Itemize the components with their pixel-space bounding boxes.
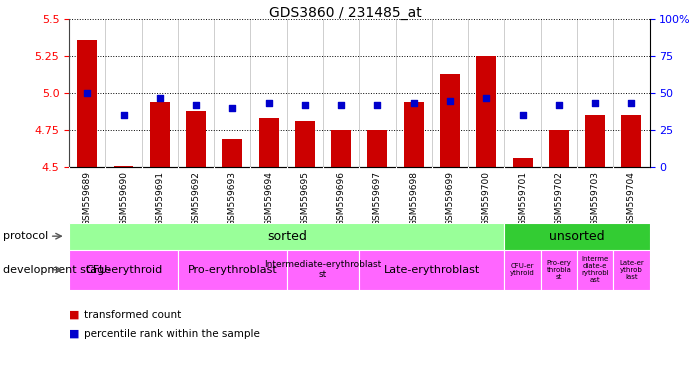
Text: GSM559697: GSM559697 — [373, 172, 382, 227]
Bar — [295, 121, 315, 167]
Text: GSM559694: GSM559694 — [264, 172, 273, 227]
Bar — [150, 102, 170, 167]
Text: development stage: development stage — [3, 265, 111, 275]
Text: Interme
diate-e
rythrobl
ast: Interme diate-e rythrobl ast — [581, 256, 609, 283]
Bar — [476, 56, 496, 167]
Bar — [331, 130, 351, 167]
Point — [517, 112, 528, 118]
Text: GSM559703: GSM559703 — [591, 172, 600, 227]
Point — [481, 94, 492, 101]
Text: Pro-erythroblast: Pro-erythroblast — [187, 265, 277, 275]
Bar — [585, 115, 605, 167]
Bar — [613, 250, 650, 290]
Bar — [113, 166, 133, 167]
Text: sorted: sorted — [267, 230, 307, 243]
Text: GSM559696: GSM559696 — [337, 172, 346, 227]
Text: GSM559698: GSM559698 — [409, 172, 418, 227]
Point — [336, 102, 347, 108]
Text: Intermediate-erythroblast
st: Intermediate-erythroblast st — [265, 260, 381, 280]
Text: ■: ■ — [69, 310, 79, 320]
Text: GSM559702: GSM559702 — [554, 172, 563, 227]
Bar — [69, 223, 504, 250]
Bar — [258, 118, 278, 167]
Point — [263, 100, 274, 106]
Text: GSM559693: GSM559693 — [228, 172, 237, 227]
Point — [626, 100, 637, 106]
Bar — [404, 102, 424, 167]
Point — [408, 100, 419, 106]
Text: protocol: protocol — [3, 231, 48, 241]
Point — [589, 100, 600, 106]
Point — [372, 102, 383, 108]
Text: GSM559695: GSM559695 — [301, 172, 310, 227]
Bar — [368, 130, 388, 167]
Point — [553, 102, 565, 108]
Text: GSM559700: GSM559700 — [482, 172, 491, 227]
Text: GSM559701: GSM559701 — [518, 172, 527, 227]
Bar — [69, 250, 178, 290]
Point — [82, 90, 93, 96]
Text: GDS3860 / 231485_at: GDS3860 / 231485_at — [269, 6, 422, 20]
Text: GSM559689: GSM559689 — [83, 172, 92, 227]
Text: percentile rank within the sample: percentile rank within the sample — [84, 329, 261, 339]
Bar — [513, 158, 533, 167]
Text: CFU-erythroid: CFU-erythroid — [85, 265, 162, 275]
Text: GSM559692: GSM559692 — [191, 172, 200, 227]
Text: CFU-er
ythroid: CFU-er ythroid — [510, 263, 535, 276]
Text: GSM559690: GSM559690 — [119, 172, 128, 227]
Bar — [577, 250, 614, 290]
Point — [118, 112, 129, 118]
Bar — [440, 74, 460, 167]
Bar — [359, 250, 504, 290]
Text: unsorted: unsorted — [549, 230, 605, 243]
Point — [191, 102, 202, 108]
Bar — [77, 40, 97, 167]
Point — [154, 94, 165, 101]
Point — [444, 98, 455, 104]
Text: Late-er
ythrob
last: Late-er ythrob last — [619, 260, 644, 280]
Bar — [621, 115, 641, 167]
Text: Late-erythroblast: Late-erythroblast — [384, 265, 480, 275]
Text: GSM559699: GSM559699 — [446, 172, 455, 227]
Point — [299, 102, 310, 108]
Text: Pro-ery
throbla
st: Pro-ery throbla st — [547, 260, 571, 280]
Bar — [186, 111, 206, 167]
Bar — [504, 223, 650, 250]
Bar — [178, 250, 287, 290]
Text: ■: ■ — [69, 329, 79, 339]
Text: GSM559691: GSM559691 — [155, 172, 164, 227]
Bar — [287, 250, 359, 290]
Text: GSM559704: GSM559704 — [627, 172, 636, 227]
Bar — [223, 139, 243, 167]
Bar — [549, 130, 569, 167]
Text: transformed count: transformed count — [84, 310, 182, 320]
Bar — [504, 250, 540, 290]
Point — [227, 105, 238, 111]
Bar — [540, 250, 577, 290]
